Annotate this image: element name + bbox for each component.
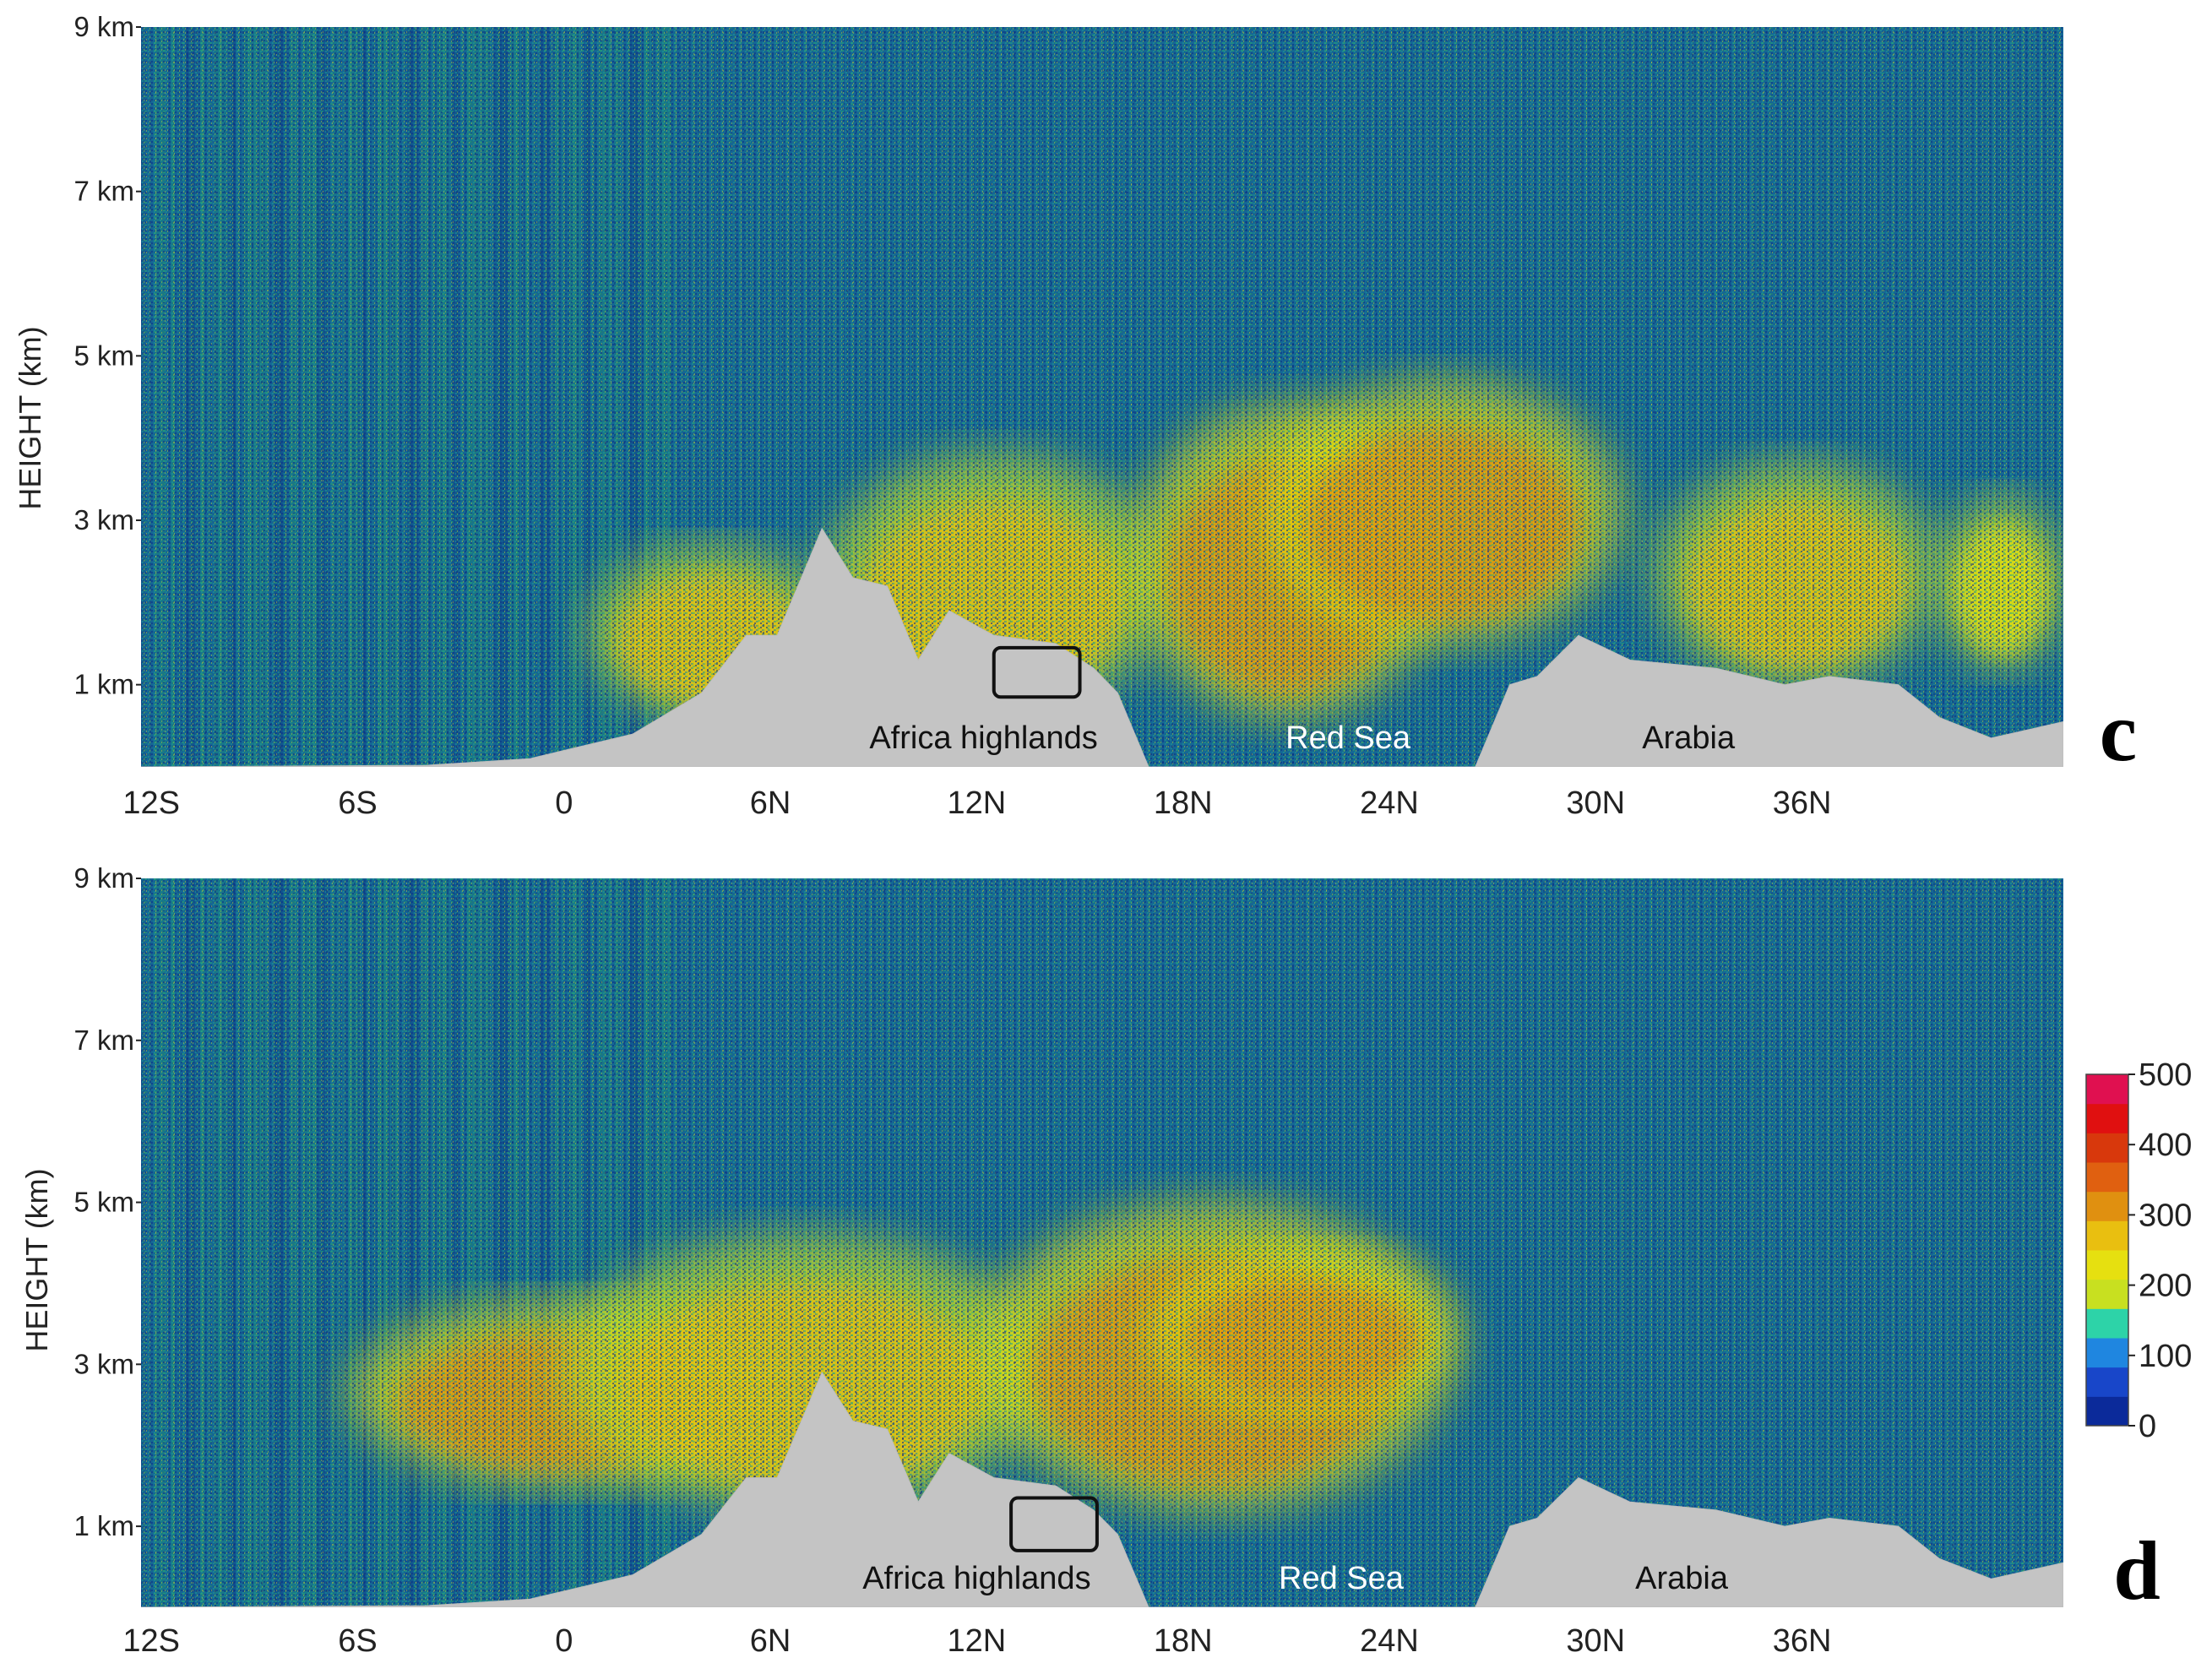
- x-tick-label: 12N: [948, 785, 1007, 821]
- colorbar-tick-label: 400: [2139, 1128, 2192, 1163]
- highlight-box: [1009, 1496, 1099, 1552]
- x-tick-label: 6S: [338, 785, 377, 821]
- speckle-overlay-coarse: [141, 27, 2063, 767]
- region-label: Arabia: [1635, 1561, 1729, 1596]
- y-tick-label: 3 km: [73, 504, 134, 535]
- speckle-overlay-coarse: [141, 878, 2063, 1607]
- colorbar-tick-label: 0: [2139, 1409, 2156, 1444]
- region-label: Africa highlands: [869, 720, 1097, 756]
- y-tick-label: 1 km: [73, 669, 134, 700]
- plot-area: [141, 878, 2063, 1607]
- highlight-box: [992, 645, 1082, 699]
- y-tick-label: 3 km: [73, 1348, 134, 1379]
- panel-d: Africa highlands Red Sea Arabia 9 km 7 km 5 k…: [19, 862, 2160, 1659]
- x-tick-label: 30N: [1566, 1623, 1625, 1659]
- x-tick-label: 18N: [1154, 785, 1213, 821]
- colorbar-segment: [2086, 1103, 2128, 1133]
- colorbar-segment: [2086, 1338, 2128, 1368]
- x-tick-label: 0: [555, 785, 573, 821]
- x-tick-label: 36N: [1773, 1623, 1832, 1659]
- terrain-surface: [141, 1371, 2063, 1607]
- region-label: Red Sea: [1285, 720, 1411, 756]
- terrain-surface: [141, 527, 2063, 767]
- region-label: Africa highlands: [862, 1561, 1090, 1596]
- x-tick-label: 6N: [750, 785, 791, 821]
- colorbar-segment: [2086, 1308, 2128, 1339]
- panel-letter: d: [2113, 1524, 2160, 1617]
- y-tick-label: 5 km: [73, 340, 134, 371]
- x-tick-label: 30N: [1566, 785, 1625, 821]
- plot-area: [141, 27, 2063, 767]
- y-tick-label: 7 km: [73, 176, 134, 207]
- region-label: Red Sea: [1279, 1561, 1405, 1596]
- colorbar-tick-label: 200: [2139, 1269, 2192, 1304]
- colorbar-segment: [2086, 1133, 2128, 1163]
- colorbar-segment: [2086, 1162, 2128, 1193]
- colorbar-tick-label: 100: [2139, 1339, 2192, 1374]
- x-tick-label: 12S: [122, 1623, 180, 1659]
- colorbar-tick-label: 300: [2139, 1198, 2192, 1233]
- colorbar-segment: [2086, 1074, 2128, 1105]
- region-label: Arabia: [1642, 720, 1736, 756]
- y-tick-label: 5 km: [73, 1187, 134, 1218]
- colorbar-segment: [2086, 1191, 2128, 1221]
- y-tick-label: 9 km: [73, 11, 134, 42]
- panel-c: Africa highlands Red Sea Arabia 9 km 7 km 5 k…: [13, 11, 2137, 821]
- colorbar-segment: [2086, 1220, 2128, 1251]
- x-tick-label: 12S: [122, 785, 180, 821]
- x-tick-label: 0: [555, 1623, 573, 1659]
- colorbar-segment: [2086, 1396, 2128, 1427]
- colorbar-segment: [2086, 1279, 2128, 1309]
- y-tick-label: 7 km: [73, 1025, 134, 1056]
- x-tick-label: 6S: [338, 1623, 377, 1659]
- y-axis-label: HEIGHT (km): [13, 326, 47, 509]
- panel-letter: c: [2100, 685, 2137, 779]
- colorbar-frame: [2085, 1073, 2129, 1427]
- x-tick-label: 6N: [750, 1623, 791, 1659]
- x-tick-label: 36N: [1773, 785, 1832, 821]
- x-tick-label: 24N: [1360, 785, 1419, 821]
- x-tick-label: 12N: [948, 1623, 1007, 1659]
- y-axis-label: HEIGHT (km): [19, 1168, 54, 1351]
- y-tick-label: 1 km: [73, 1510, 134, 1541]
- colorbar-segment: [2086, 1250, 2128, 1280]
- y-tick-label: 9 km: [73, 862, 134, 894]
- x-tick-label: 18N: [1154, 1623, 1213, 1659]
- colorbar: 500 400 300 200 100 0: [2085, 1057, 2192, 1444]
- x-tick-label: 24N: [1360, 1623, 1419, 1659]
- colorbar-segment: [2086, 1367, 2128, 1397]
- colorbar-tick-label: 500: [2139, 1057, 2192, 1093]
